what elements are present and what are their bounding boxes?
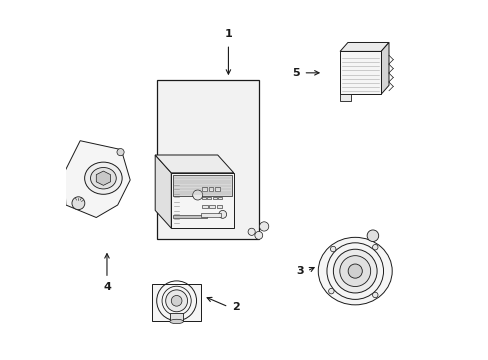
Bar (157, 80, 258, 239)
Circle shape (218, 211, 226, 218)
Circle shape (328, 288, 333, 294)
Ellipse shape (90, 167, 116, 189)
Circle shape (254, 231, 262, 239)
Circle shape (372, 292, 377, 298)
Circle shape (333, 249, 376, 293)
Circle shape (247, 228, 255, 235)
Circle shape (72, 197, 84, 210)
Ellipse shape (318, 237, 391, 305)
Bar (202, 197, 205, 199)
Circle shape (366, 230, 378, 242)
Text: 5: 5 (292, 68, 299, 78)
Bar (202, 187, 206, 190)
Bar (173, 215, 207, 218)
Ellipse shape (169, 319, 183, 324)
Bar (208, 187, 213, 190)
Polygon shape (339, 94, 350, 102)
Bar (202, 205, 207, 208)
Bar (216, 205, 222, 208)
Polygon shape (339, 42, 388, 51)
Ellipse shape (84, 162, 122, 194)
Bar (209, 205, 215, 208)
Bar (218, 197, 222, 199)
Text: 4: 4 (103, 282, 111, 292)
Circle shape (165, 290, 187, 312)
Bar (169, 313, 183, 321)
Bar (173, 175, 231, 196)
Bar (201, 212, 221, 217)
Text: 2: 2 (231, 302, 239, 312)
Bar (207, 197, 211, 199)
Polygon shape (96, 171, 110, 185)
Circle shape (372, 244, 377, 250)
Bar (212, 197, 216, 199)
Bar (171, 173, 233, 228)
Circle shape (347, 264, 362, 278)
Text: 1: 1 (224, 29, 232, 39)
Text: 3: 3 (295, 266, 303, 276)
Circle shape (117, 149, 124, 156)
Polygon shape (64, 141, 130, 217)
Circle shape (330, 246, 335, 252)
Circle shape (192, 190, 203, 200)
Polygon shape (380, 42, 388, 94)
Polygon shape (155, 155, 233, 173)
Bar (339, 51, 380, 94)
Circle shape (339, 256, 370, 287)
Polygon shape (155, 155, 171, 228)
Circle shape (259, 222, 268, 231)
Circle shape (171, 296, 182, 306)
Bar (215, 187, 220, 190)
Bar (152, 284, 201, 321)
